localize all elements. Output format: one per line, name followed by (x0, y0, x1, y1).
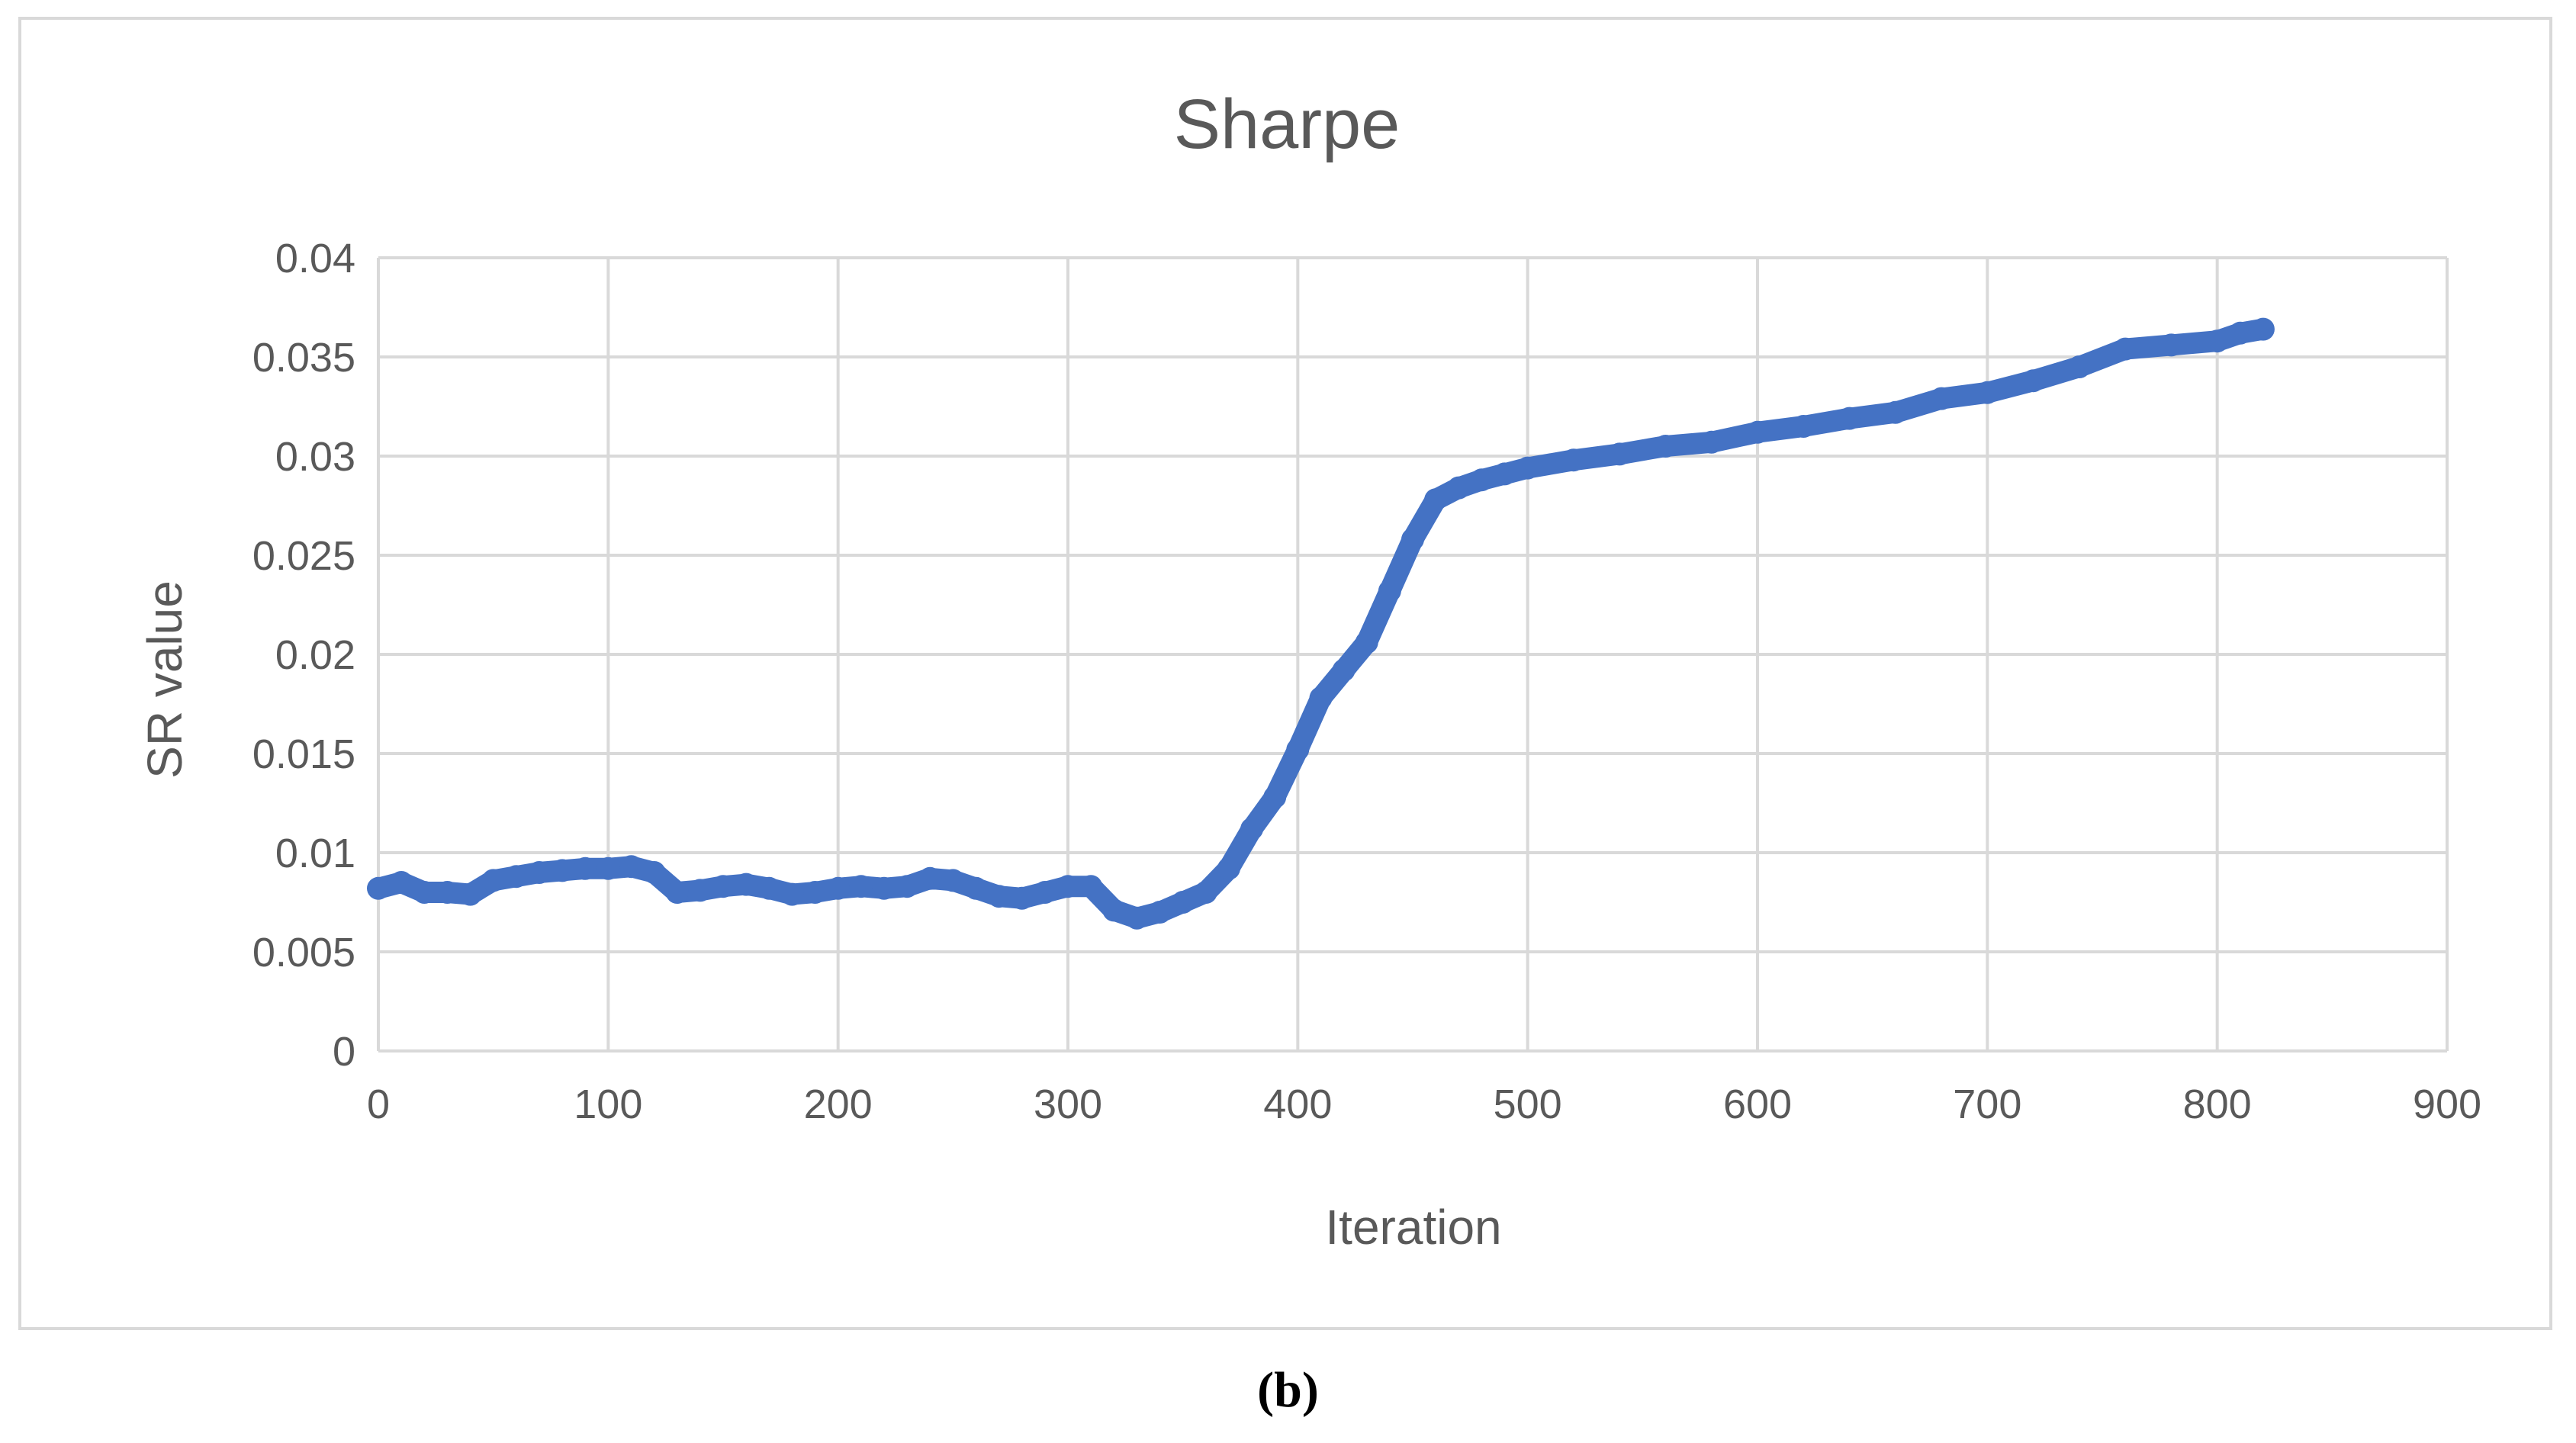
y-tick-label: 0.01 (275, 831, 355, 876)
data-point (1700, 430, 1723, 454)
data-point (712, 875, 735, 898)
y-tick-label: 0 (333, 1029, 355, 1075)
data-point (1309, 686, 1333, 710)
data-point (1493, 462, 1516, 486)
data-point (735, 873, 758, 896)
data-point (1171, 891, 1195, 914)
data-point (2228, 321, 2252, 345)
data-point (2160, 333, 2183, 357)
data-point (551, 859, 574, 882)
x-tick-label: 200 (804, 1081, 873, 1127)
data-point (849, 875, 873, 898)
data-point (619, 855, 643, 879)
data-point (1883, 400, 1907, 424)
data-point (1424, 488, 1448, 512)
data-point (757, 876, 781, 900)
x-tick-label: 300 (1034, 1081, 1102, 1127)
data-point (1976, 381, 1999, 404)
x-tick-label: 700 (1953, 1081, 2021, 1127)
x-axis-title: Iteration (1325, 1200, 1501, 1255)
data-point (826, 876, 850, 900)
data-point (1746, 420, 1769, 444)
y-tick-label: 0.02 (275, 632, 355, 678)
data-point (1470, 468, 1494, 492)
data-point (2021, 369, 2045, 393)
data-point (987, 885, 1011, 908)
x-tick-label: 100 (574, 1081, 642, 1127)
data-point (1194, 881, 1217, 904)
data-point (1447, 476, 1471, 500)
data-point (390, 871, 413, 894)
data-point (1033, 881, 1056, 904)
data-point (964, 876, 988, 900)
data-point (872, 876, 896, 900)
data-point (1010, 886, 1034, 910)
data-point (1125, 906, 1149, 930)
data-point (1516, 456, 1539, 480)
data-point (2067, 355, 2091, 378)
data-point (918, 866, 942, 890)
data-point (1654, 435, 1677, 458)
data-point (1217, 856, 1240, 880)
data-point (1056, 875, 1079, 898)
x-axis-ticks: 0 100 200 300 400 500 600 700 800 900 (367, 1081, 2481, 1127)
y-axis-title: SR value (137, 580, 192, 779)
data-point (1148, 901, 1172, 924)
data-point (1378, 579, 1401, 603)
data-point (1561, 448, 1585, 472)
x-tick-label: 0 (367, 1081, 390, 1127)
chart-title: Sharpe (1174, 85, 1401, 163)
data-point (642, 861, 666, 884)
gridlines (377, 256, 2449, 1053)
data-point (1838, 407, 1861, 430)
y-tick-label: 0.03 (275, 434, 355, 480)
data-point (436, 881, 459, 904)
x-tick-label: 800 (2183, 1081, 2252, 1127)
series-layer (367, 317, 2275, 930)
y-tick-label: 0.04 (275, 236, 355, 281)
x-tick-label: 600 (1723, 1081, 1792, 1127)
y-tick-label: 0.015 (252, 731, 355, 777)
data-point (1792, 415, 1815, 438)
data-point (803, 881, 827, 904)
y-tick-label: 0.025 (252, 533, 355, 579)
data-point (367, 876, 390, 900)
line-chart: 0 0.005 0.01 0.015 0.02 0.025 0.03 0.035 0.04 0 1… (137, 85, 2481, 1255)
data-point (1401, 528, 1424, 551)
data-point (1608, 442, 1632, 466)
series-line (368, 318, 2274, 929)
data-point (527, 861, 551, 884)
data-point (1930, 387, 1954, 410)
data-point (1263, 786, 1287, 809)
data-point (2114, 337, 2137, 361)
data-point (481, 869, 505, 892)
y-tick-label: 0.005 (252, 930, 355, 975)
data-point (597, 856, 620, 880)
data-point (1286, 738, 1310, 761)
data-point (458, 882, 482, 906)
data-point (1355, 631, 1378, 654)
data-point (941, 869, 965, 892)
x-tick-label: 500 (1494, 1081, 1562, 1127)
chart-frame: 0 0.005 0.01 0.015 0.02 0.025 0.03 0.035 0.04 0 1… (18, 17, 2552, 1330)
data-point (1079, 875, 1103, 898)
data-point (665, 881, 689, 904)
data-point (2251, 317, 2275, 341)
x-tick-label: 900 (2413, 1081, 2481, 1127)
data-point (896, 875, 919, 898)
data-point (688, 879, 712, 902)
data-point (2205, 329, 2229, 353)
y-axis-ticks: 0 0.005 0.01 0.015 0.02 0.025 0.03 0.035 0.04 (252, 236, 355, 1075)
data-point (1240, 817, 1264, 840)
y-tick-label: 0.035 (252, 335, 355, 381)
data-point (413, 881, 436, 904)
data-point (504, 865, 528, 889)
x-tick-label: 400 (1263, 1081, 1332, 1127)
data-point (574, 856, 597, 880)
data-point (1332, 658, 1356, 682)
data-point (780, 882, 804, 906)
data-point (1102, 898, 1126, 922)
figure-caption: (b) (1257, 1362, 1319, 1418)
